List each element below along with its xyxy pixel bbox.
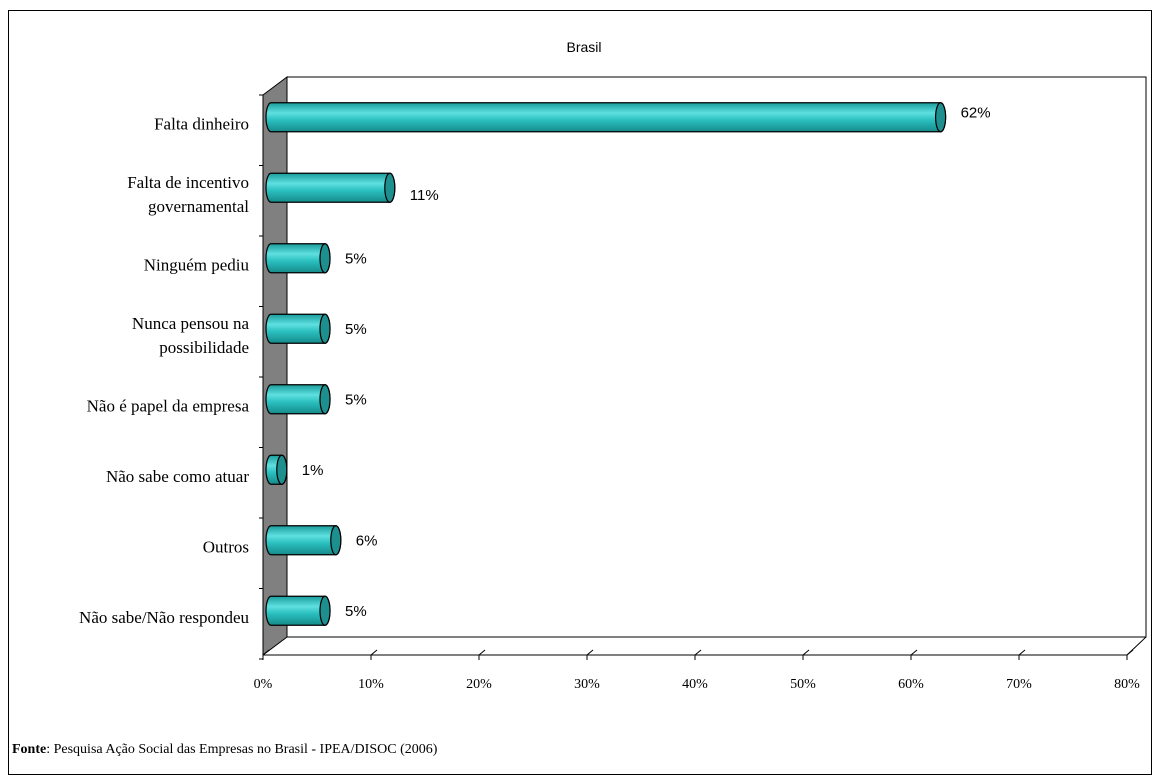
source-footnote: Fonte: Pesquisa Ação Social das Empresas… (12, 742, 437, 758)
bar (265, 102, 947, 133)
bar (265, 313, 331, 344)
category-label: Não é papel da empresa (87, 396, 250, 415)
x-tick-label: 60% (898, 677, 924, 692)
x-tick-label: 20% (466, 677, 492, 692)
bar (265, 243, 331, 274)
x-tick-depth (694, 649, 702, 656)
x-tick-label: 40% (682, 677, 708, 692)
category-label: Outros (203, 537, 249, 556)
bar-cap (330, 525, 342, 556)
data-label: 62% (961, 104, 991, 121)
bar-cap (934, 102, 947, 133)
x-tick-depth (910, 649, 918, 656)
x-tick-depth (478, 649, 486, 656)
bar-body (265, 525, 342, 556)
x-tick-depth (1126, 649, 1134, 656)
bar-body (265, 172, 396, 203)
data-label: 6% (356, 532, 378, 549)
bar-cap (276, 454, 288, 485)
category-label: possibilidade (159, 338, 249, 357)
x-tick-depth (1018, 649, 1026, 656)
bar (265, 172, 396, 203)
data-labels: 62% 11% 5% 5% 5% 1% 6% 5% (302, 104, 991, 620)
x-tick-labels: 0% 10% 20% 30% 40% 50% 60% 70% 80% (254, 677, 1141, 692)
bar-cap (319, 384, 331, 415)
category-label: governamental (148, 197, 249, 216)
bar (265, 595, 331, 626)
source-label: Fonte (12, 742, 47, 757)
category-labels: Falta dinheiro Falta de incentivo governam… (79, 114, 249, 627)
category-label: Falta de incentivo (127, 173, 249, 192)
bar-cap (319, 313, 331, 344)
data-label: 5% (345, 603, 367, 620)
bar-cap (384, 172, 396, 203)
data-label: 1% (302, 462, 324, 479)
x-tick-depth (586, 649, 594, 656)
x-tick-depth (802, 649, 810, 656)
source-text: : Pesquisa Ação Social das Empresas no B… (46, 742, 438, 757)
data-label: 5% (345, 250, 367, 267)
bar-series (265, 102, 947, 626)
left-wall (262, 76, 288, 656)
bar (265, 525, 342, 556)
bar-cap (319, 243, 331, 274)
x-tick-label: 80% (1114, 677, 1140, 692)
chart-frame (8, 10, 1152, 775)
back-plane (287, 76, 1147, 638)
category-label: Nunca pensou na (132, 314, 250, 333)
x-tick-depth (370, 649, 378, 656)
chart-title: Brasil (566, 39, 601, 55)
category-label: Falta dinheiro (154, 114, 249, 133)
x-tick-label: 10% (358, 677, 384, 692)
bar (265, 454, 288, 485)
bar-body (265, 102, 947, 133)
data-label: 5% (345, 321, 367, 338)
x-tick-label: 30% (574, 677, 600, 692)
data-label: 5% (345, 391, 367, 408)
bar-cap (319, 595, 331, 626)
chart-axes (259, 76, 1147, 660)
category-label: Não sabe/Não respondeu (79, 608, 249, 627)
x-tick-label: 0% (254, 677, 273, 692)
x-tick-label: 50% (790, 677, 816, 692)
x-tick-depth (262, 649, 270, 656)
data-label: 11% (410, 187, 439, 204)
category-label: Ninguém pediu (144, 255, 250, 274)
category-label: Não sabe como atuar (106, 467, 249, 486)
bar (265, 384, 331, 415)
x-tick-label: 70% (1006, 677, 1032, 692)
